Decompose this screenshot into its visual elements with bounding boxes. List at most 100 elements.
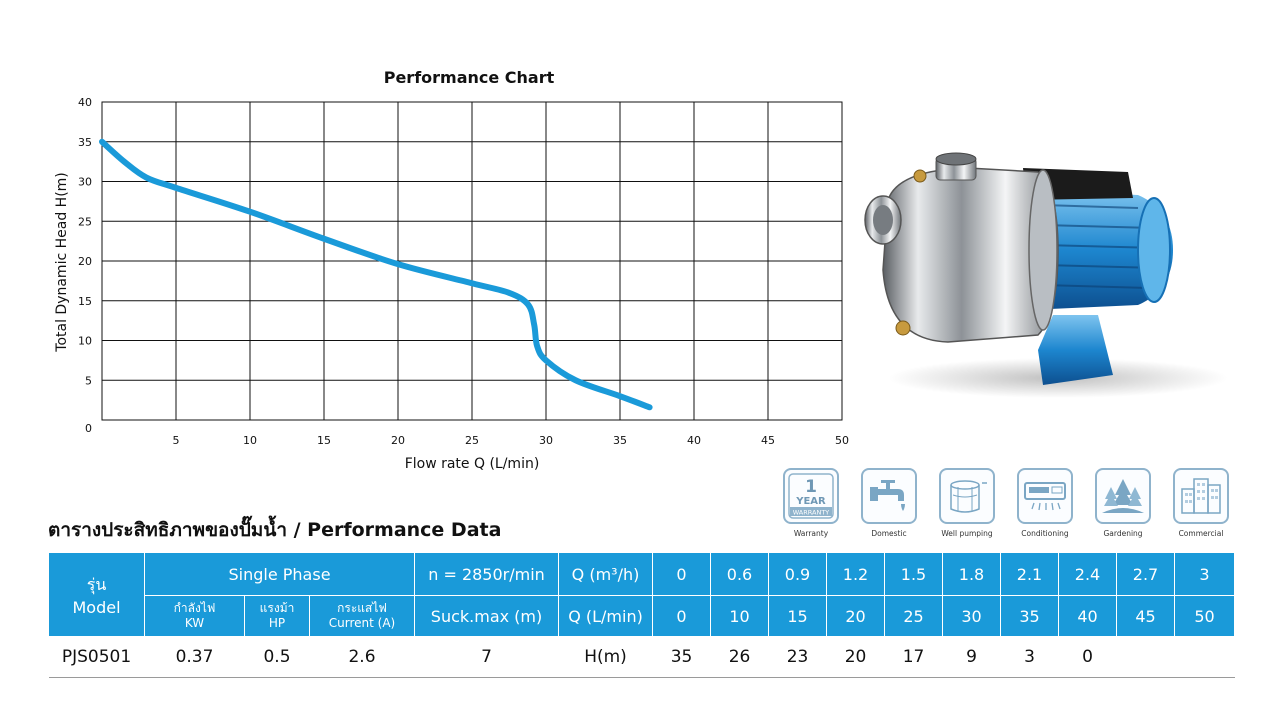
model-header-thai: รุ่น	[86, 574, 107, 594]
chart-title: Performance Chart	[384, 68, 555, 87]
y-tick-label: 35	[78, 136, 92, 149]
suck-max-header: Suck.max (m)	[414, 595, 560, 637]
y-tick-label: 20	[78, 255, 92, 268]
model-header-english: Model	[72, 597, 121, 617]
q-m3h-value: 2.4	[1058, 552, 1118, 596]
q-m3h-value: 3	[1174, 552, 1236, 596]
x-tick-label: 10	[243, 434, 257, 447]
q-lmin-value: 10	[710, 595, 770, 637]
well-icon	[950, 480, 987, 513]
h-value-cell: 23	[768, 636, 827, 678]
x-axis-ticks: 5 10 15 20 25 30 35 40 45 50	[173, 434, 850, 447]
h-value-cell: 9	[942, 636, 1001, 678]
h-value-cell: 17	[884, 636, 943, 678]
x-tick-label: 25	[465, 434, 479, 447]
q-lmin-value: 25	[884, 595, 944, 637]
warranty-year-text: YEAR	[795, 496, 826, 507]
hp-header: แรงม้า HP	[244, 595, 310, 637]
q-m3h-value: 1.5	[884, 552, 944, 596]
current-header-thai: กระแสไฟ	[337, 601, 387, 615]
q-m3h-label: Q (m³/h)	[558, 552, 654, 596]
x-tick-label: 20	[391, 434, 405, 447]
hp-header-english: HP	[268, 616, 286, 630]
building-icon	[1181, 478, 1221, 514]
x-tick-label: 40	[687, 434, 701, 447]
x-tick-label: 15	[317, 434, 331, 447]
table-header-row-2: กำลังไฟ KW แรงม้า HP กระแสไฟ Current (A)…	[49, 595, 1236, 637]
q-m3h-value: 1.8	[942, 552, 1002, 596]
icon-label: Domestic	[871, 529, 907, 538]
warranty-banner-text: WARRANTY	[793, 509, 830, 517]
performance-curve	[99, 138, 653, 411]
single-phase-header: Single Phase	[143, 552, 416, 596]
h-value-cell: 0	[1058, 636, 1117, 678]
model-header: รุ่น Model	[48, 552, 145, 637]
warranty-icon: 1 YEAR WARRANTY	[788, 473, 834, 519]
table-title: ตารางประสิทธิภาพของปั๊มน้ำ / Performance…	[48, 519, 502, 541]
trees-icon	[1102, 479, 1144, 513]
table-header-row-1: รุ่น Model Single Phase n = 2850r/min Q …	[48, 552, 1236, 637]
icon-conditioning: Conditioning	[1014, 468, 1076, 544]
model-cell: PJS0501	[48, 636, 145, 678]
h-value-cell: 35	[652, 636, 711, 678]
x-tick-label: 30	[539, 434, 553, 447]
q-lmin-value: 45	[1116, 595, 1176, 637]
icon-commercial: Commercial	[1170, 468, 1232, 544]
q-m3h-value: 2.7	[1116, 552, 1176, 596]
x-axis-label: Flow rate Q (L/min)	[405, 456, 540, 472]
y-tick-label: 40	[78, 96, 92, 109]
x-tick-label: 5	[173, 434, 180, 447]
icon-label: Warranty	[793, 529, 829, 538]
kw-header-thai: กำลังไฟ	[173, 601, 216, 615]
suck-cell: 7	[414, 636, 559, 678]
current-cell: 2.6	[309, 636, 415, 678]
y-axis-label: Total Dynamic Head H(m)	[54, 172, 70, 352]
kw-header: กำลังไฟ KW	[144, 595, 245, 637]
hp-cell: 0.5	[244, 636, 310, 678]
y-tick-label: 5	[85, 374, 92, 387]
pump-image	[864, 152, 1228, 398]
q-lmin-value: 0	[652, 595, 712, 637]
current-header-english: Current (A)	[328, 616, 396, 630]
h-value-cell: 26	[710, 636, 769, 678]
chart-grid	[101, 101, 843, 421]
q-m3h-value: 0.9	[768, 552, 828, 596]
application-icons: 1 YEAR WARRANTY Warranty Domestic	[780, 468, 1235, 544]
current-header: กระแสไฟ Current (A)	[308, 595, 416, 637]
h-value-cell	[1174, 636, 1235, 678]
q-m3h-value: 0	[652, 552, 712, 596]
icon-gardening: Gardening	[1092, 468, 1154, 544]
speed-header: n = 2850r/min	[414, 552, 560, 596]
x-tick-label: 45	[761, 434, 775, 447]
h-value-cell	[1116, 636, 1175, 678]
icon-label: Commercial	[1178, 529, 1224, 538]
plot-frame	[101, 101, 843, 421]
q-lmin-value: 50	[1174, 595, 1236, 637]
q-lmin-value: 20	[826, 595, 886, 637]
q-lmin-value: 35	[1000, 595, 1060, 637]
y-axis-ticks: 0 5 10 15 20 25 30 35 40	[78, 96, 92, 435]
icon-warranty: 1 YEAR WARRANTY Warranty	[780, 468, 842, 544]
hp-header-thai: แรงม้า	[259, 601, 295, 615]
y-tick-label: 15	[78, 295, 92, 308]
icon-label: Gardening	[1103, 529, 1143, 538]
q-lmin-value: 30	[942, 595, 1002, 637]
q-m3h-value: 0.6	[710, 552, 770, 596]
q-m3h-value: 2.1	[1000, 552, 1060, 596]
kw-header-english: KW	[184, 616, 205, 630]
performance-table: รุ่น Model Single Phase n = 2850r/min Q …	[48, 552, 1236, 678]
table-row: PJS0501 0.37 0.5 2.6 7 H(m) 35 26 23 20 …	[48, 636, 1235, 678]
faucet-icon	[870, 480, 905, 511]
icon-label: Well pumping	[941, 529, 993, 538]
h-label-cell: H(m)	[558, 636, 653, 678]
h-value-cell: 3	[1000, 636, 1059, 678]
y-tick-label: 30	[78, 176, 92, 189]
performance-chart: Performance Chart 5 10 15 20 25 30 35 40 45 50 0 5…	[54, 68, 850, 472]
q-lmin-value: 15	[768, 595, 828, 637]
q-m3h-value: 1.2	[826, 552, 886, 596]
kw-cell: 0.37	[144, 636, 245, 678]
x-tick-label: 35	[613, 434, 627, 447]
q-lmin-label: Q (L/min)	[558, 595, 654, 637]
y-tick-label: 10	[78, 335, 92, 348]
y-tick-label: 25	[78, 215, 92, 228]
